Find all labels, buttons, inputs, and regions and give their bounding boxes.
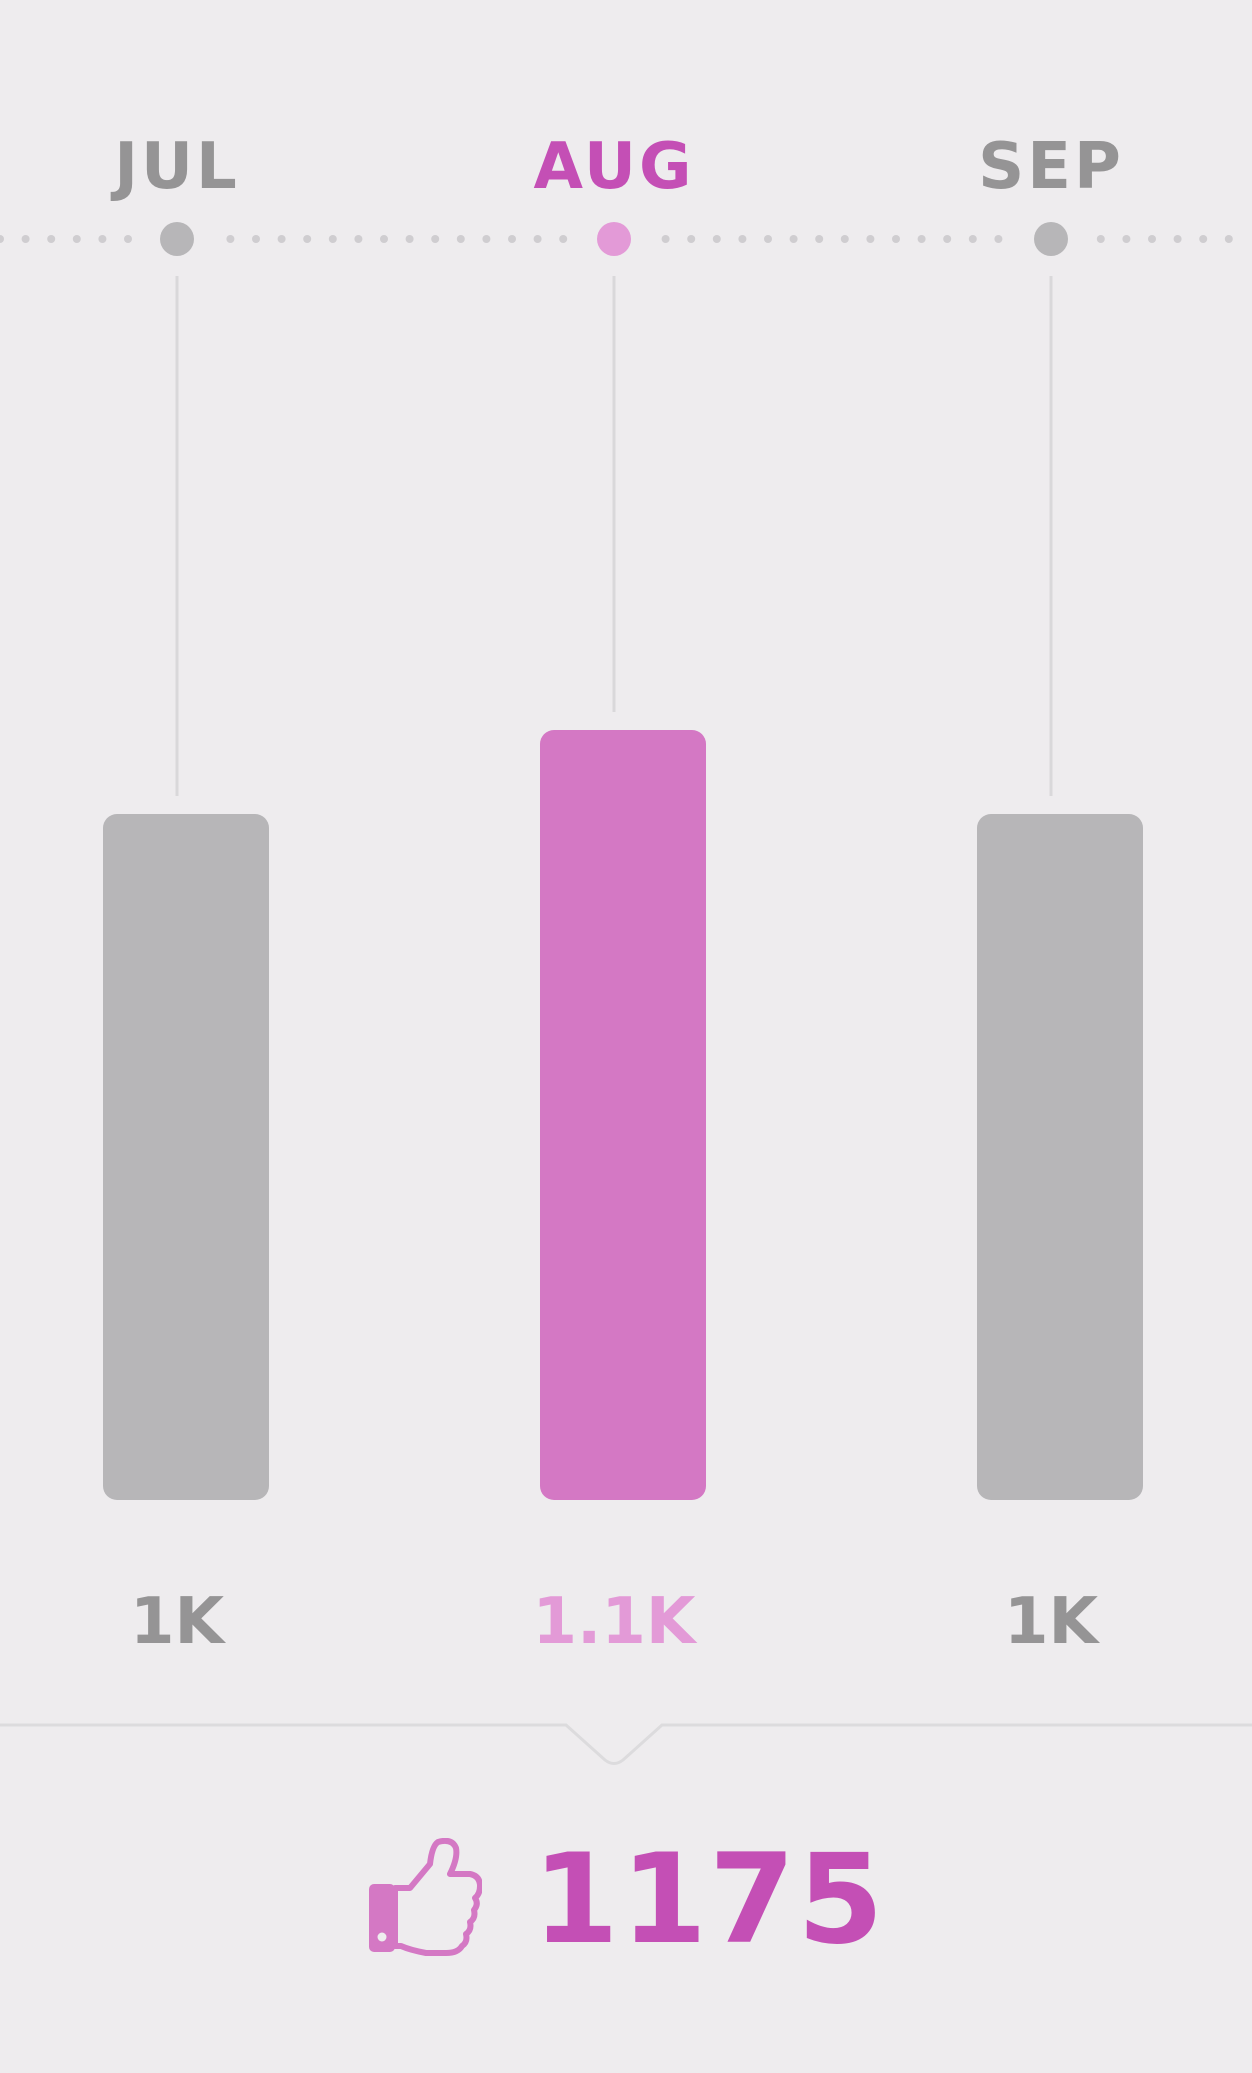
timeline-dot [482, 235, 491, 243]
month-label-sep: SEP [978, 130, 1124, 204]
month-label-jul: JUL [110, 130, 240, 204]
timeline-dot [764, 235, 772, 243]
timeline-dot [1199, 235, 1208, 243]
timeline-dot [21, 235, 30, 243]
timeline-dot [712, 235, 721, 243]
timeline-dot [405, 235, 414, 243]
likes-summary: 1175 [0, 1830, 1252, 1970]
month-node-sep [1034, 222, 1068, 256]
timeline-dot [303, 235, 312, 243]
timeline-dot [559, 235, 568, 243]
value-label-sep: 1K [1004, 1585, 1101, 1659]
guide-lines [175, 276, 1053, 796]
timeline-dot [943, 235, 952, 243]
value-label-jul: 1K [130, 1585, 227, 1659]
timeline-dot [328, 235, 337, 243]
timeline-dot [533, 235, 542, 243]
timeline-dot [994, 235, 1003, 243]
timeline-dot [892, 235, 900, 243]
month-label-aug: AUG [533, 130, 694, 204]
thumbs-up-icon [369, 1838, 483, 1956]
bar-sep [977, 814, 1143, 1500]
timeline-dot [1096, 235, 1105, 243]
timeline-dot [866, 235, 875, 243]
bar-jul [103, 814, 269, 1500]
timeline-dot [738, 235, 747, 243]
likes-count: 1175 [532, 1828, 886, 1972]
divider-with-pointer [0, 1723, 1252, 1765]
timeline-dot [1173, 235, 1182, 243]
timeline-dot [0, 235, 4, 243]
timeline-dot [277, 235, 286, 243]
timeline-dot [1148, 235, 1156, 243]
bar-aug [540, 730, 706, 1500]
timeline-dot [47, 235, 56, 243]
timeline-dot [252, 235, 260, 243]
timeline-dot [917, 235, 926, 243]
timeline-dot [124, 235, 132, 243]
month-node-jul [160, 222, 194, 256]
value-labels: 1K 1.1K 1K [130, 1585, 1101, 1659]
timeline-dot [968, 235, 977, 243]
timeline-dot [431, 235, 440, 243]
month-node-aug [597, 222, 631, 256]
bars [103, 730, 1143, 1500]
timeline-dot [226, 235, 235, 243]
timeline-dot [661, 235, 670, 243]
timeline-dot [380, 235, 388, 243]
timeline-dot [72, 235, 81, 243]
timeline-dot [1224, 235, 1233, 243]
timeline-dot [508, 235, 516, 243]
timeline-dot [98, 235, 107, 243]
timeline-dot [1122, 235, 1131, 243]
timeline-dot [815, 235, 824, 243]
timeline-dot [354, 235, 363, 243]
timeline-dot [789, 235, 798, 243]
month-labels: JUL AUG SEP [110, 130, 1124, 204]
timeline-dot [687, 235, 696, 243]
month-nodes [160, 222, 1068, 256]
timeline-dotted-line [0, 235, 1233, 243]
timeline-dot [840, 235, 849, 243]
value-label-aug: 1.1K [533, 1585, 698, 1659]
timeline-dot [456, 235, 465, 243]
